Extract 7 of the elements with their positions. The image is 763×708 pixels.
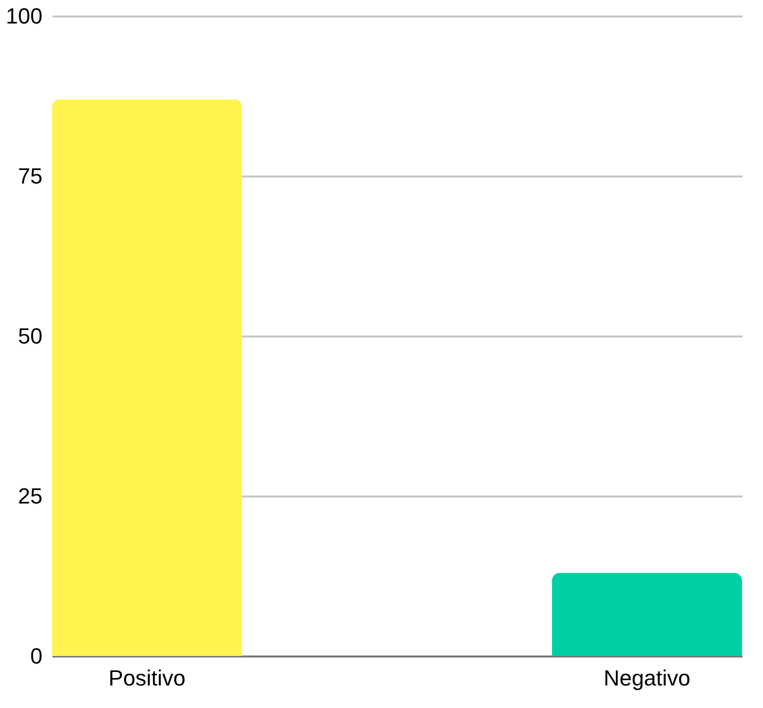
x-tick-label: Positivo — [108, 666, 186, 690]
y-tick-label: 0 — [30, 644, 42, 668]
y-tick-label: 75 — [18, 164, 42, 188]
y-tick-label: 100 — [6, 4, 42, 28]
y-tick-label: 25 — [18, 484, 42, 508]
x-tick-label: Negativo — [604, 666, 690, 690]
y-tick-label: 50 — [18, 324, 42, 348]
